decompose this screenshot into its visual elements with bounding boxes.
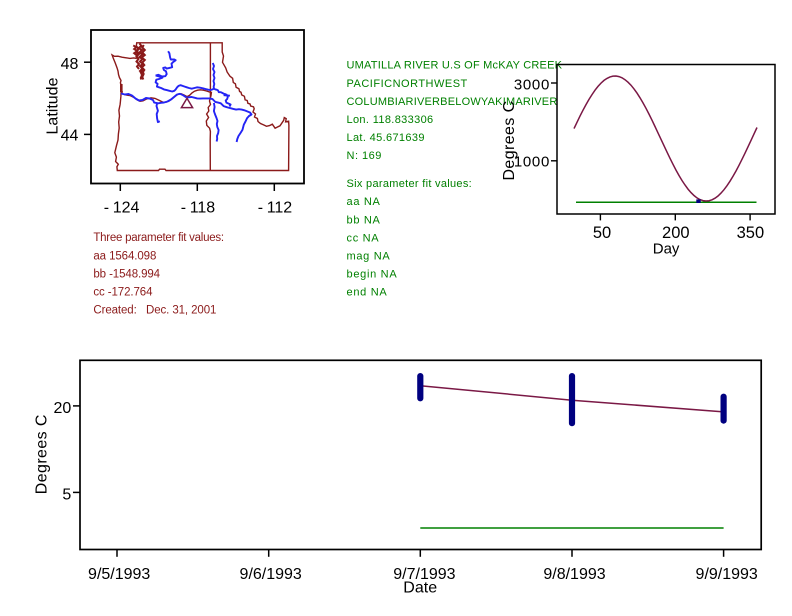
svg-text:bb NA: bb NA bbox=[347, 214, 381, 226]
svg-text:48: 48 bbox=[61, 56, 79, 73]
svg-text:N: 169: N: 169 bbox=[347, 150, 382, 162]
svg-text:-112: -112 bbox=[258, 200, 293, 217]
svg-text:9/9/1993: 9/9/1993 bbox=[696, 566, 758, 583]
svg-text:Created: Dec. 31, 2001: Created: Dec. 31, 2001 bbox=[93, 305, 216, 317]
svg-text:Degrees C: Degrees C bbox=[33, 414, 50, 494]
svg-text:Lon. 118.833306: Lon. 118.833306 bbox=[347, 114, 434, 126]
svg-text:Date: Date bbox=[403, 580, 437, 597]
svg-text:Three parameter fit values:: Three parameter fit values: bbox=[93, 232, 223, 244]
svg-text:9/7/1993: 9/7/1993 bbox=[393, 566, 455, 583]
svg-text:9/5/1993: 9/5/1993 bbox=[88, 566, 150, 583]
svg-text:cc -172.764: cc -172.764 bbox=[93, 287, 153, 299]
svg-text:cc NA: cc NA bbox=[347, 232, 380, 244]
svg-text:Day: Day bbox=[653, 240, 680, 257]
svg-text:mag NA: mag NA bbox=[347, 251, 391, 263]
svg-text:Latitude: Latitude bbox=[45, 77, 62, 134]
svg-text:44: 44 bbox=[61, 128, 79, 145]
svg-text:bb -1548.994: bb -1548.994 bbox=[93, 268, 160, 280]
svg-text:Lat. 45.671639: Lat. 45.671639 bbox=[347, 132, 425, 144]
svg-text:Degrees C: Degrees C bbox=[501, 100, 518, 180]
svg-text:200: 200 bbox=[662, 224, 690, 242]
svg-text:-124: -124 bbox=[104, 200, 140, 217]
svg-text:-118: -118 bbox=[181, 200, 216, 217]
svg-text:PACIFICNORTHWEST: PACIFICNORTHWEST bbox=[347, 78, 468, 90]
svg-text:end NA: end NA bbox=[347, 287, 388, 299]
svg-text:1000: 1000 bbox=[514, 154, 550, 171]
svg-text:3000: 3000 bbox=[514, 76, 550, 93]
svg-text:9/6/1993: 9/6/1993 bbox=[240, 566, 302, 583]
svg-text:Six parameter fit values:: Six parameter fit values: bbox=[347, 178, 473, 190]
svg-text:50: 50 bbox=[593, 224, 611, 242]
svg-text:20: 20 bbox=[54, 400, 72, 417]
svg-text:UMATILLA RIVER U.S OF McKAY CR: UMATILLA RIVER U.S OF McKAY CREEK bbox=[347, 60, 563, 72]
svg-text:9/8/1993: 9/8/1993 bbox=[543, 566, 605, 583]
svg-text:aa NA: aa NA bbox=[347, 196, 381, 208]
svg-text:5: 5 bbox=[62, 487, 71, 504]
svg-text:aa 1564.098: aa 1564.098 bbox=[93, 250, 156, 262]
svg-text:COLUMBIARIVERBELOWYAKIMARIVER: COLUMBIARIVERBELOWYAKIMARIVER bbox=[347, 96, 558, 108]
svg-text:350: 350 bbox=[737, 224, 765, 242]
svg-text:begin NA: begin NA bbox=[347, 269, 398, 281]
